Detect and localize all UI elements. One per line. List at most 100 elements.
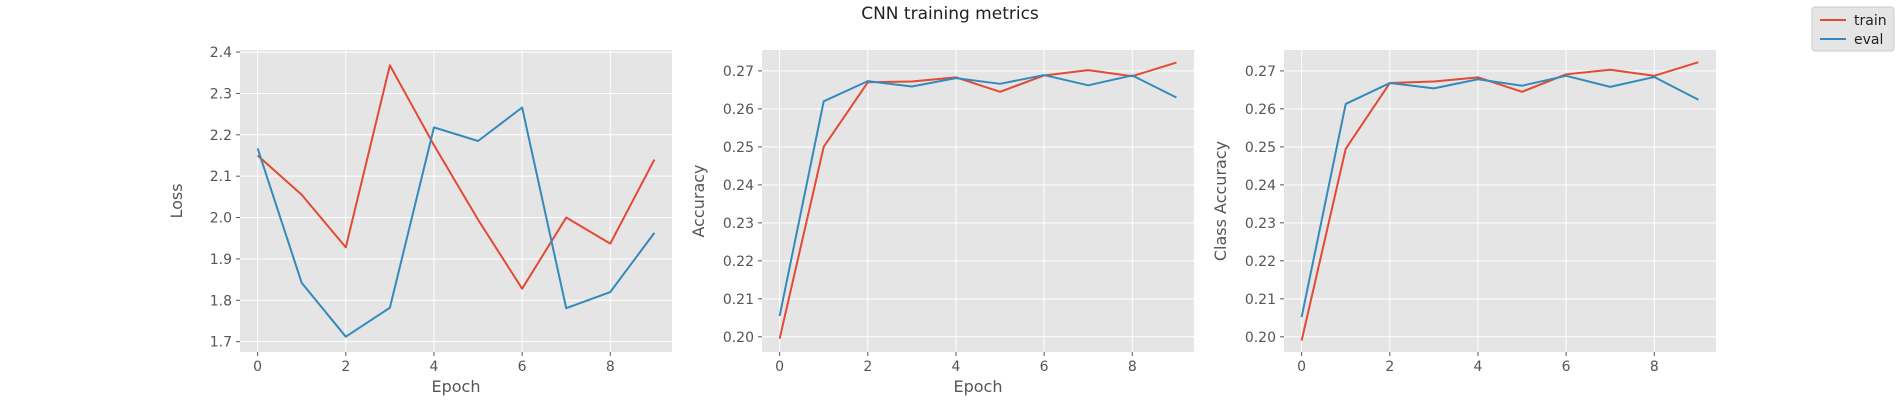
data-point-eval: [1388, 81, 1392, 85]
x-tick-label: 4: [951, 359, 960, 375]
data-point-eval: [1086, 83, 1090, 87]
data-point-train: [300, 193, 304, 197]
plot-area: [762, 50, 1194, 352]
y-axis-label: Loss: [167, 183, 186, 218]
y-tick-label: 0.21: [1245, 292, 1276, 308]
x-tick-label: 2: [341, 359, 350, 375]
legend-label-eval: eval: [1854, 32, 1883, 48]
y-axis-label: Class Accuracy: [1211, 141, 1230, 261]
x-tick-label: 8: [1650, 359, 1659, 375]
data-point-eval: [1476, 77, 1480, 81]
data-point-train: [1086, 68, 1090, 72]
chart-panel-2: 0 2 4 6 8 0.20 0.21 0.22 0.23 0.24 0.25 0.26 0.27 Epo…: [689, 50, 1194, 396]
y-tick-label: 0.25: [1245, 140, 1276, 156]
data-point-train: [564, 216, 568, 220]
x-tick-label: 0: [1297, 359, 1306, 375]
data-point-eval: [300, 281, 304, 285]
data-point-train: [778, 337, 782, 341]
x-tick-label: 4: [1473, 359, 1482, 375]
figure-legend: train eval: [1811, 6, 1895, 52]
y-tick-label: 0.22: [1245, 254, 1276, 270]
y-tick-label: 1.7: [210, 335, 232, 351]
data-point-eval: [256, 146, 260, 150]
data-point-eval: [344, 335, 348, 339]
y-tick-label: 0.24: [723, 178, 754, 194]
data-point-train: [1520, 90, 1524, 94]
data-point-train: [1696, 60, 1700, 64]
data-point-eval: [476, 139, 480, 143]
data-point-train: [910, 80, 914, 84]
x-tick-label: 6: [1562, 359, 1571, 375]
data-point-eval: [652, 231, 656, 235]
data-point-train: [520, 287, 524, 291]
data-point-eval: [954, 76, 958, 80]
data-point-train: [344, 245, 348, 249]
x-tick-label: 2: [863, 359, 872, 375]
data-point-eval: [998, 82, 1002, 86]
y-tick-label: 0.26: [723, 102, 754, 118]
y-tick-label: 0.20: [1245, 330, 1276, 346]
data-point-eval: [1520, 84, 1524, 88]
data-point-train: [1432, 80, 1436, 84]
data-point-train: [432, 143, 436, 147]
data-point-train: [1174, 61, 1178, 65]
x-tick-label: 4: [429, 359, 438, 375]
data-point-eval: [822, 99, 826, 103]
x-axis-label: Epoch: [954, 377, 1003, 396]
y-tick-label: 2.1: [210, 169, 232, 185]
data-point-train: [652, 158, 656, 162]
x-tick-label: 6: [518, 359, 527, 375]
x-tick-label: 0: [775, 359, 784, 375]
data-point-train: [998, 90, 1002, 94]
x-tick-label: 8: [606, 359, 615, 375]
series-line-train: [1300, 61, 1699, 341]
y-tick-label: 1.9: [210, 252, 232, 268]
y-tick-label: 1.8: [210, 293, 232, 309]
legend-label-train: train: [1854, 13, 1887, 29]
data-point-train: [822, 145, 826, 149]
data-point-eval: [608, 290, 612, 294]
x-axis-label: Epoch: [432, 377, 481, 396]
data-point-eval: [388, 306, 392, 310]
y-tick-label: 0.22: [723, 254, 754, 270]
y-tick-label: 0.23: [1245, 216, 1276, 232]
data-point-train: [388, 63, 392, 67]
data-point-train: [1608, 68, 1612, 72]
y-tick-label: 0.21: [723, 292, 754, 308]
data-point-eval: [1344, 102, 1348, 106]
chart-panels: 0 2 4 6 8 1.7 1.8 1.9 2.0 2.1 2.2 2.3 2.4 Epoch Loss 0 2…: [167, 45, 1716, 396]
figure-title: CNN training metrics: [861, 4, 1039, 24]
y-tick-label: 2.4: [210, 45, 232, 61]
data-point-eval: [1432, 86, 1436, 90]
y-tick-label: 0.24: [1245, 178, 1276, 194]
series-line-eval: [256, 106, 656, 338]
chart-panel-3: 0 2 4 6 8 0.20 0.21 0.22 0.23 0.24 0.25 0.26 0.27 Cla…: [1211, 50, 1716, 375]
x-tick-label: 0: [253, 359, 262, 375]
data-point-eval: [866, 79, 870, 83]
y-tick-label: 0.23: [723, 216, 754, 232]
data-point-eval: [778, 314, 782, 318]
y-tick-label: 0.27: [723, 64, 754, 80]
data-point-eval: [1300, 315, 1304, 319]
y-tick-label: 2.2: [210, 128, 232, 144]
data-point-eval: [1042, 73, 1046, 77]
y-tick-label: 0.25: [723, 140, 754, 156]
y-tick-label: 0.20: [723, 330, 754, 346]
series-line-eval: [778, 74, 1177, 317]
y-tick-label: 0.27: [1245, 64, 1276, 80]
x-tick-label: 2: [1385, 359, 1394, 375]
x-tick-label: 8: [1128, 359, 1137, 375]
data-point-train: [1300, 339, 1304, 343]
series-line-eval: [1300, 74, 1699, 318]
data-point-eval: [432, 125, 436, 129]
x-tick-label: 6: [1040, 359, 1049, 375]
data-point-train: [1344, 147, 1348, 151]
chart-panel-1: 0 2 4 6 8 1.7 1.8 1.9 2.0 2.1 2.2 2.3 2.4 Epoch Loss: [167, 45, 672, 396]
y-tick-label: 0.26: [1245, 102, 1276, 118]
data-point-eval: [910, 84, 914, 88]
data-point-eval: [1696, 98, 1700, 102]
data-point-train: [476, 218, 480, 222]
y-axis-label: Accuracy: [689, 164, 708, 237]
series-line-train: [256, 64, 656, 290]
